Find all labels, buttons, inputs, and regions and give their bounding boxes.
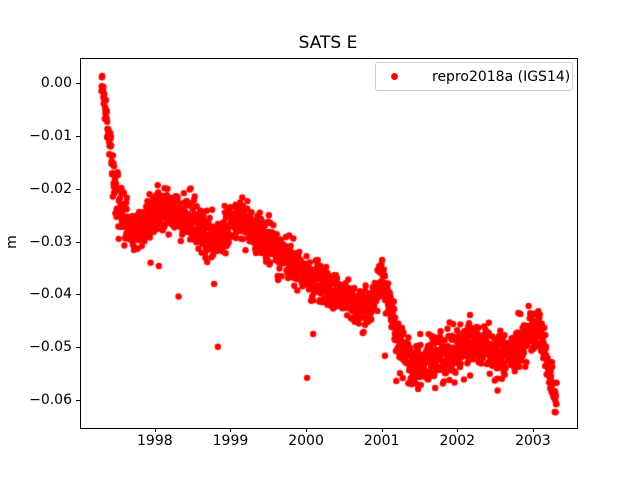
x-tick-label: 1999: [212, 433, 249, 449]
x-tick-mark: [457, 428, 459, 432]
legend: repro2018a (IGS14): [375, 62, 573, 91]
y-tick-label: −0.02: [29, 180, 72, 197]
x-tick-label: 1998: [137, 433, 173, 449]
y-tick-mark: [76, 241, 80, 243]
y-tick-label: 0.00: [40, 75, 72, 92]
x-tick-mark: [154, 428, 156, 432]
y-tick-label: −0.04: [29, 286, 72, 303]
y-tick-mark: [76, 294, 80, 296]
y-tick-mark: [76, 400, 80, 402]
x-tick-label: 2003: [515, 433, 551, 449]
scatter-points: [81, 59, 577, 428]
legend-label: repro2018a (IGS14): [432, 68, 571, 85]
y-tick-label: −0.03: [29, 233, 72, 250]
x-tick-mark: [306, 428, 308, 432]
y-tick-mark: [76, 136, 80, 138]
y-tick-mark: [76, 188, 80, 190]
y-tick-mark: [76, 83, 80, 85]
x-tick-label: 2002: [439, 433, 476, 449]
y-tick-label: −0.01: [29, 128, 72, 145]
x-tick-mark: [532, 428, 534, 432]
legend-dot-icon: [391, 73, 398, 80]
x-tick-label: 2001: [363, 433, 400, 449]
plot-area: repro2018a (IGS14): [80, 58, 578, 429]
chart-title: SATS E: [298, 33, 358, 53]
x-tick-label: 2000: [288, 433, 324, 449]
x-tick-mark: [381, 428, 383, 432]
y-tick-mark: [76, 347, 80, 349]
x-tick-mark: [230, 428, 232, 432]
y-tick-label: −0.05: [29, 339, 72, 356]
y-tick-label: −0.06: [29, 392, 72, 409]
